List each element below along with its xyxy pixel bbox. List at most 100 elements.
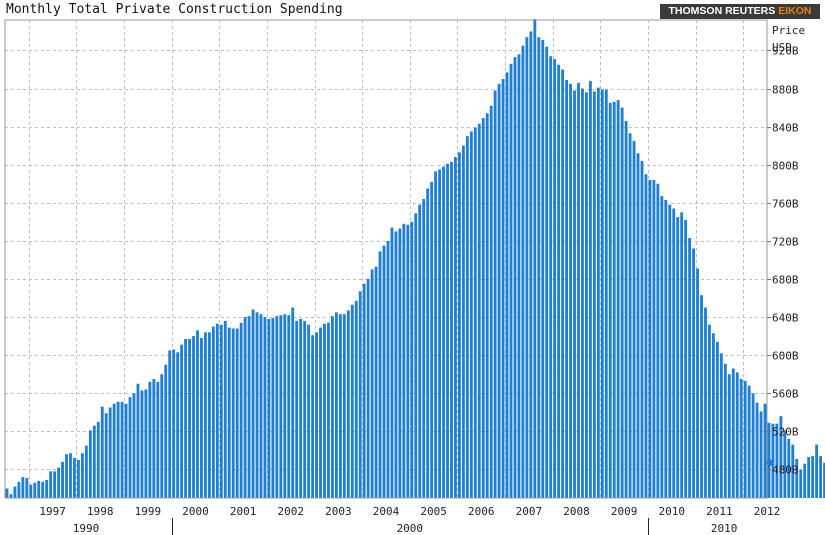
- bar: [200, 338, 203, 498]
- x-tick-label: 2012: [754, 505, 781, 518]
- bar: [529, 31, 533, 499]
- bar: [124, 403, 128, 498]
- bar: [739, 378, 743, 498]
- bar: [96, 421, 100, 498]
- bar: [624, 120, 628, 499]
- bar: [688, 238, 692, 499]
- x-tick-label: 1999: [135, 505, 162, 518]
- bar: [807, 457, 811, 498]
- decade-label: 2010: [711, 522, 738, 535]
- bar: [819, 456, 823, 498]
- bar: [263, 317, 267, 498]
- bar: [116, 401, 120, 498]
- bar: [454, 157, 457, 498]
- bar: [29, 484, 33, 498]
- bar: [25, 478, 29, 498]
- x-tick-label: 1997: [39, 505, 66, 518]
- bar: [489, 105, 493, 498]
- bar: [509, 63, 513, 499]
- bar: [648, 179, 652, 498]
- x-tick-label: 2004: [373, 505, 400, 518]
- bar: [219, 324, 223, 498]
- bar: [92, 425, 96, 498]
- bar: [715, 341, 719, 498]
- bar: [33, 482, 37, 498]
- bar: [549, 56, 553, 499]
- bar: [501, 79, 505, 498]
- bar: [406, 224, 410, 498]
- bar: [156, 381, 160, 498]
- bar: [684, 219, 688, 498]
- bar: [680, 212, 684, 498]
- bar: [672, 208, 676, 498]
- bar: [239, 322, 243, 498]
- bar: [676, 217, 680, 498]
- bar: [505, 72, 509, 499]
- bar: [811, 456, 815, 498]
- bar: [418, 204, 422, 499]
- bar: [180, 344, 184, 498]
- y-axis-label-usd: USD: [772, 41, 792, 54]
- bar: [803, 463, 807, 498]
- bar: [743, 380, 747, 498]
- bar: [386, 240, 390, 498]
- bar: [168, 350, 172, 498]
- bar: [338, 314, 342, 498]
- bar: [227, 327, 231, 498]
- bar: [700, 295, 703, 498]
- bar: [711, 333, 715, 498]
- x-tick-label: 2010: [659, 505, 686, 518]
- thomson-reuters-eikon-logo: THOMSON REUTERS EIKON: [660, 4, 820, 19]
- bar: [172, 349, 176, 498]
- bar: [203, 332, 207, 498]
- bar: [271, 318, 275, 498]
- bar: [176, 352, 180, 498]
- x-tick-label: 2008: [563, 505, 590, 518]
- x-tick-label: 2009: [611, 505, 638, 518]
- bar: [342, 314, 346, 498]
- bar: [465, 136, 469, 499]
- bar: [422, 199, 426, 498]
- bar: [251, 309, 255, 498]
- bar: [553, 59, 557, 498]
- bar: [755, 402, 759, 498]
- bar: [120, 401, 124, 498]
- bar: [656, 183, 660, 498]
- bar: [215, 323, 219, 498]
- bar: [735, 372, 739, 498]
- bar: [577, 82, 580, 498]
- y-axis-label-price: Price: [772, 24, 805, 37]
- bar: [719, 353, 723, 498]
- bar: [108, 407, 112, 498]
- chart-title: Monthly Total Private Construction Spend…: [6, 2, 343, 17]
- bar: [632, 140, 636, 498]
- bar: [410, 221, 414, 499]
- bar: [779, 416, 783, 498]
- bar: [148, 381, 152, 498]
- bar: [61, 461, 64, 498]
- bar: [211, 326, 215, 498]
- bar: [299, 318, 303, 498]
- bar: [366, 279, 370, 498]
- bar: [771, 423, 775, 498]
- bar: [565, 79, 569, 499]
- bar: [37, 480, 41, 498]
- bar: [664, 199, 668, 498]
- bar: [799, 469, 803, 498]
- bar: [235, 328, 239, 498]
- bar: [497, 83, 501, 499]
- bar: [207, 332, 211, 498]
- bar: [132, 393, 136, 498]
- bar: [640, 160, 644, 499]
- y-tick-label: 880B: [772, 84, 799, 97]
- y-tick-label: 640B: [772, 312, 799, 325]
- bar: [57, 467, 61, 498]
- bar: [787, 438, 791, 498]
- bar: [160, 374, 164, 498]
- bar: [573, 90, 576, 499]
- bar: [323, 323, 326, 498]
- bar: [319, 327, 322, 498]
- bar: [414, 213, 418, 499]
- bar: [644, 174, 648, 498]
- bar: [652, 179, 656, 498]
